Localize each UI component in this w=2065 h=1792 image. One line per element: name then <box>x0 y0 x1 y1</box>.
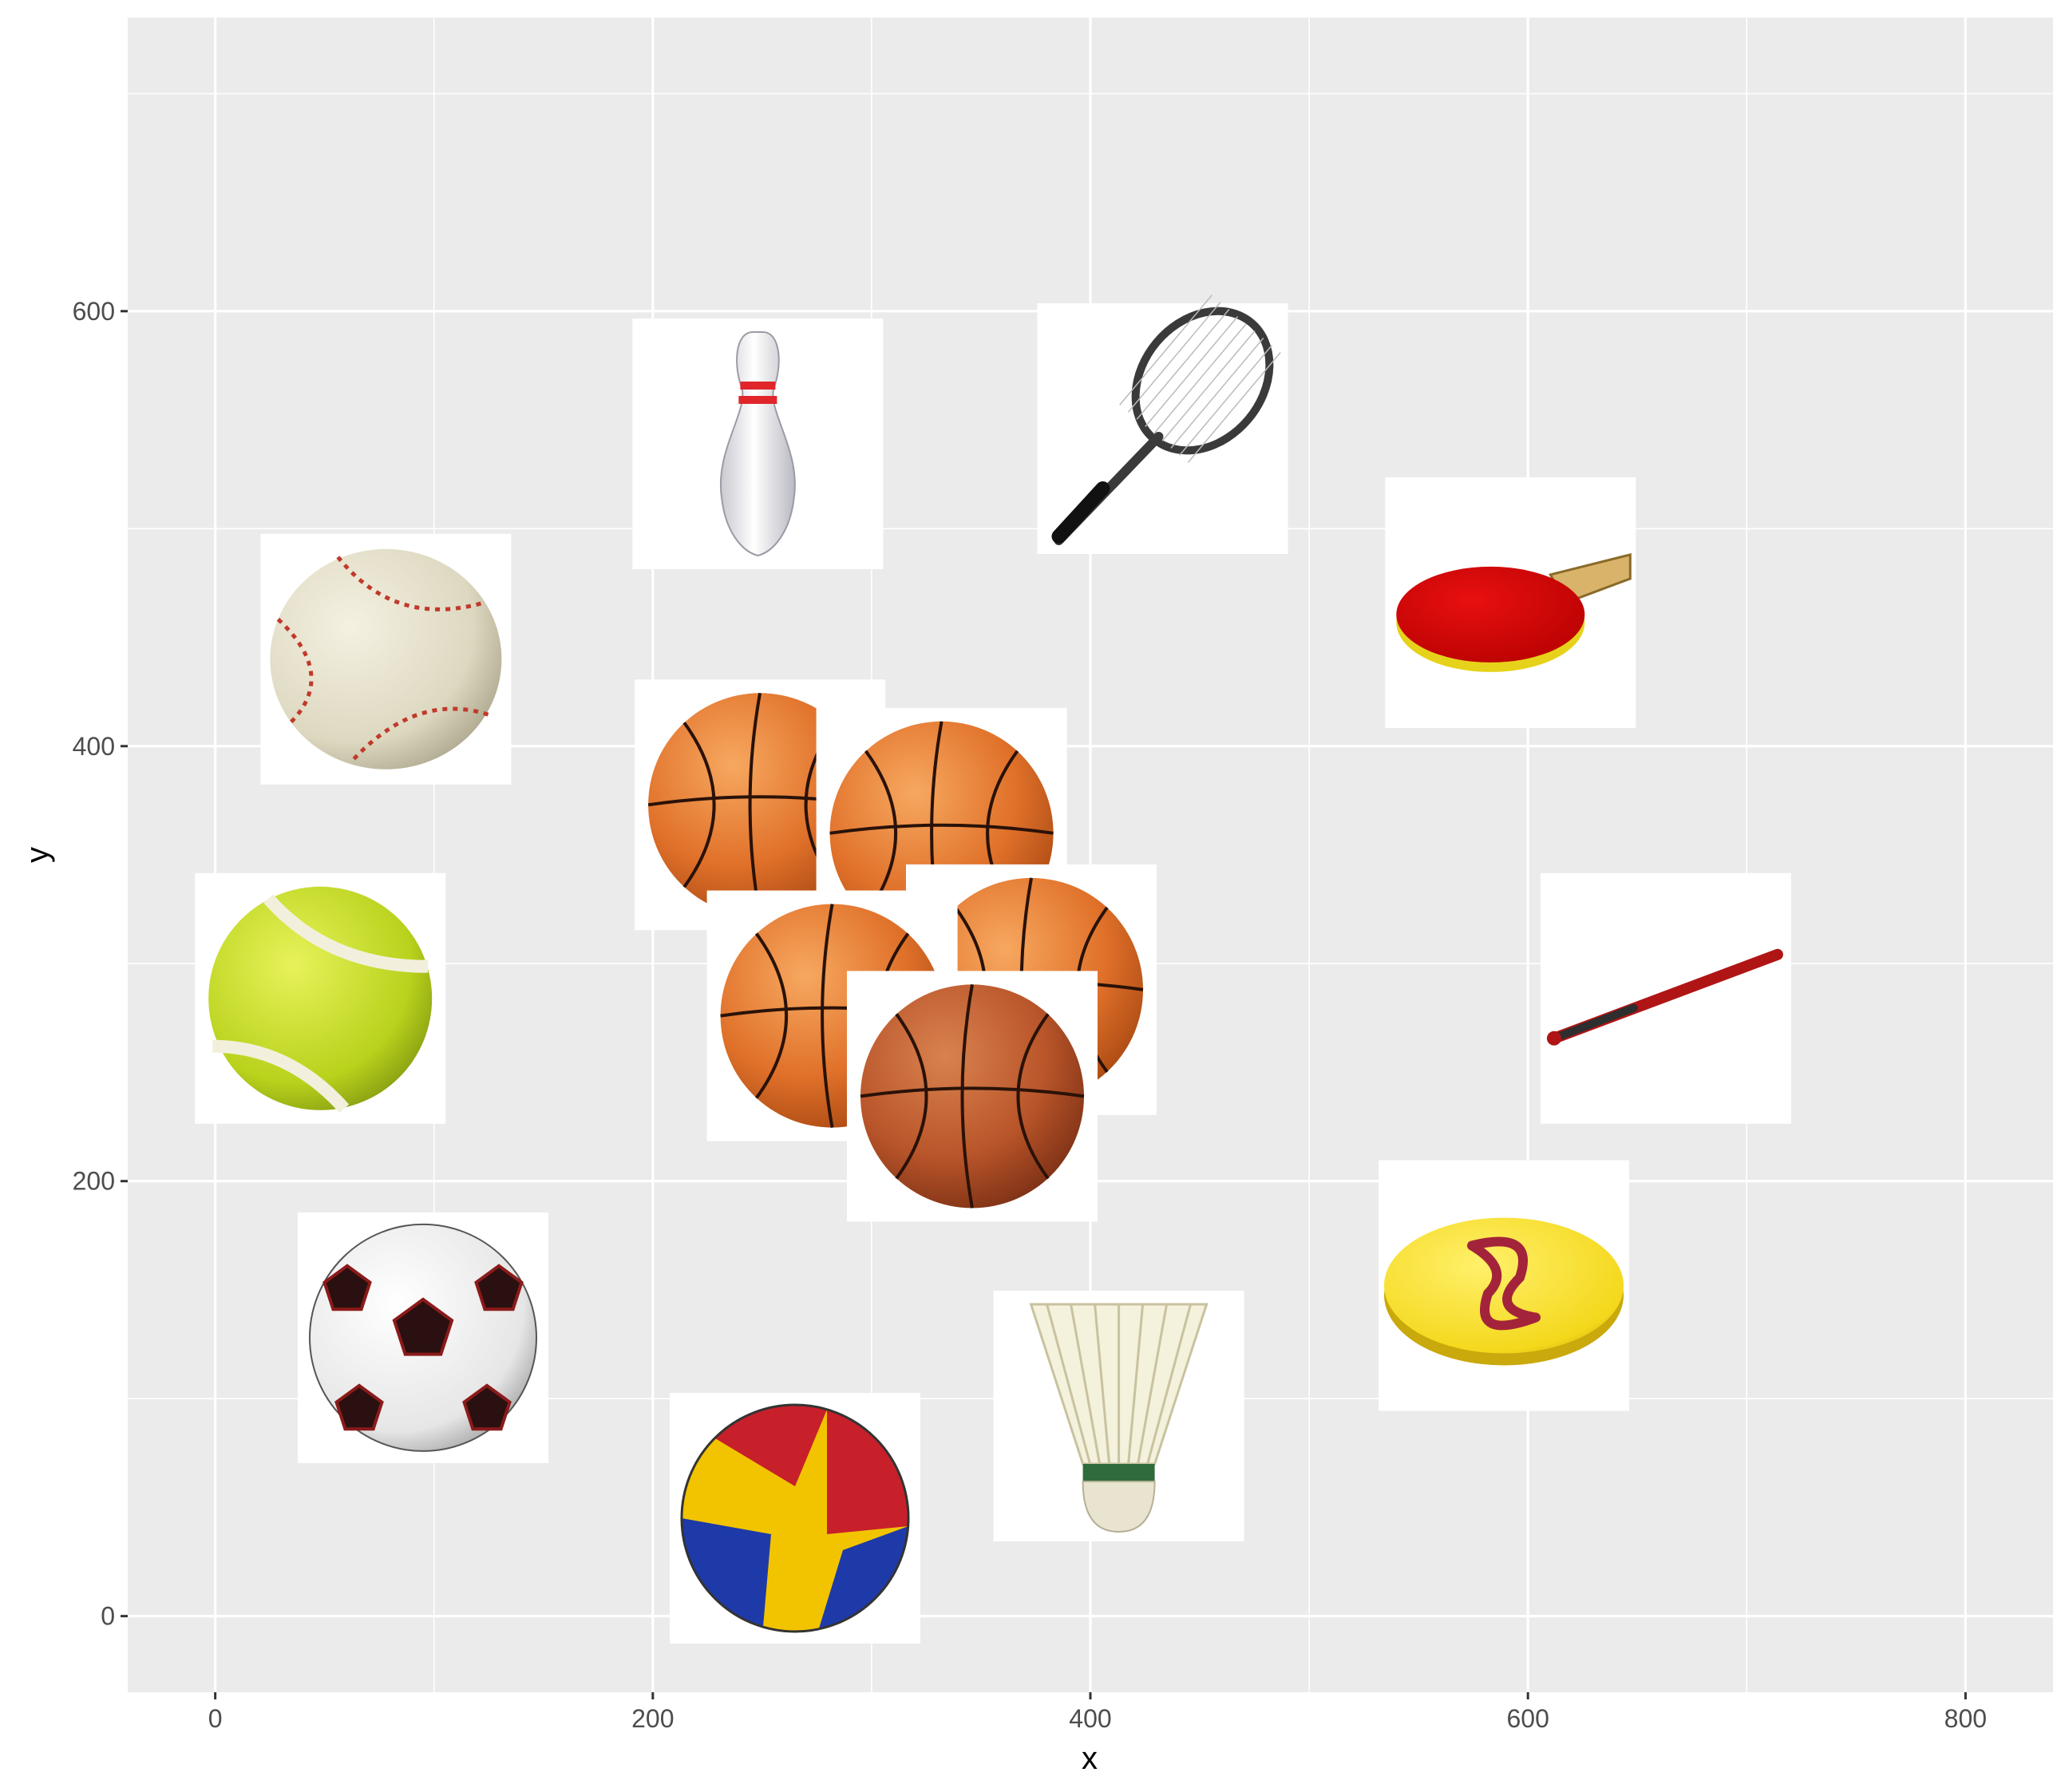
y-axis-title: y <box>20 847 55 863</box>
x-tick-label: 800 <box>1944 1704 1987 1733</box>
axis-ticks <box>121 310 1967 1699</box>
y-tick-label: 400 <box>73 732 115 761</box>
tennis-ball-icon <box>195 872 446 1124</box>
volleyball-icon <box>670 1393 920 1644</box>
data-points <box>195 295 1791 1644</box>
basketball-icon <box>847 971 1098 1222</box>
soccer-ball-icon <box>298 1212 548 1463</box>
x-axis-tick-labels: 0 200 400 600 800 <box>208 1704 1987 1733</box>
y-tick-label: 200 <box>73 1167 115 1196</box>
y-tick-label: 0 <box>101 1602 115 1631</box>
x-tick-label: 600 <box>1506 1704 1549 1733</box>
x-tick-label: 400 <box>1069 1704 1111 1733</box>
y-axis-tick-labels: 0 200 400 600 <box>73 297 115 1631</box>
shuttlecock-icon <box>993 1291 1244 1541</box>
baseball-bat-icon <box>1540 872 1791 1124</box>
bowling-pin-icon <box>632 318 884 569</box>
frisbee-icon <box>1379 1160 1629 1411</box>
ping-pong-paddle-icon <box>1385 477 1636 728</box>
x-axis-title: x <box>1082 1741 1098 1776</box>
x-tick-label: 0 <box>208 1704 223 1733</box>
y-tick-label: 600 <box>73 297 115 326</box>
tennis-racket-icon <box>1037 295 1288 554</box>
baseball-icon <box>260 533 512 785</box>
x-tick-label: 200 <box>631 1704 674 1733</box>
